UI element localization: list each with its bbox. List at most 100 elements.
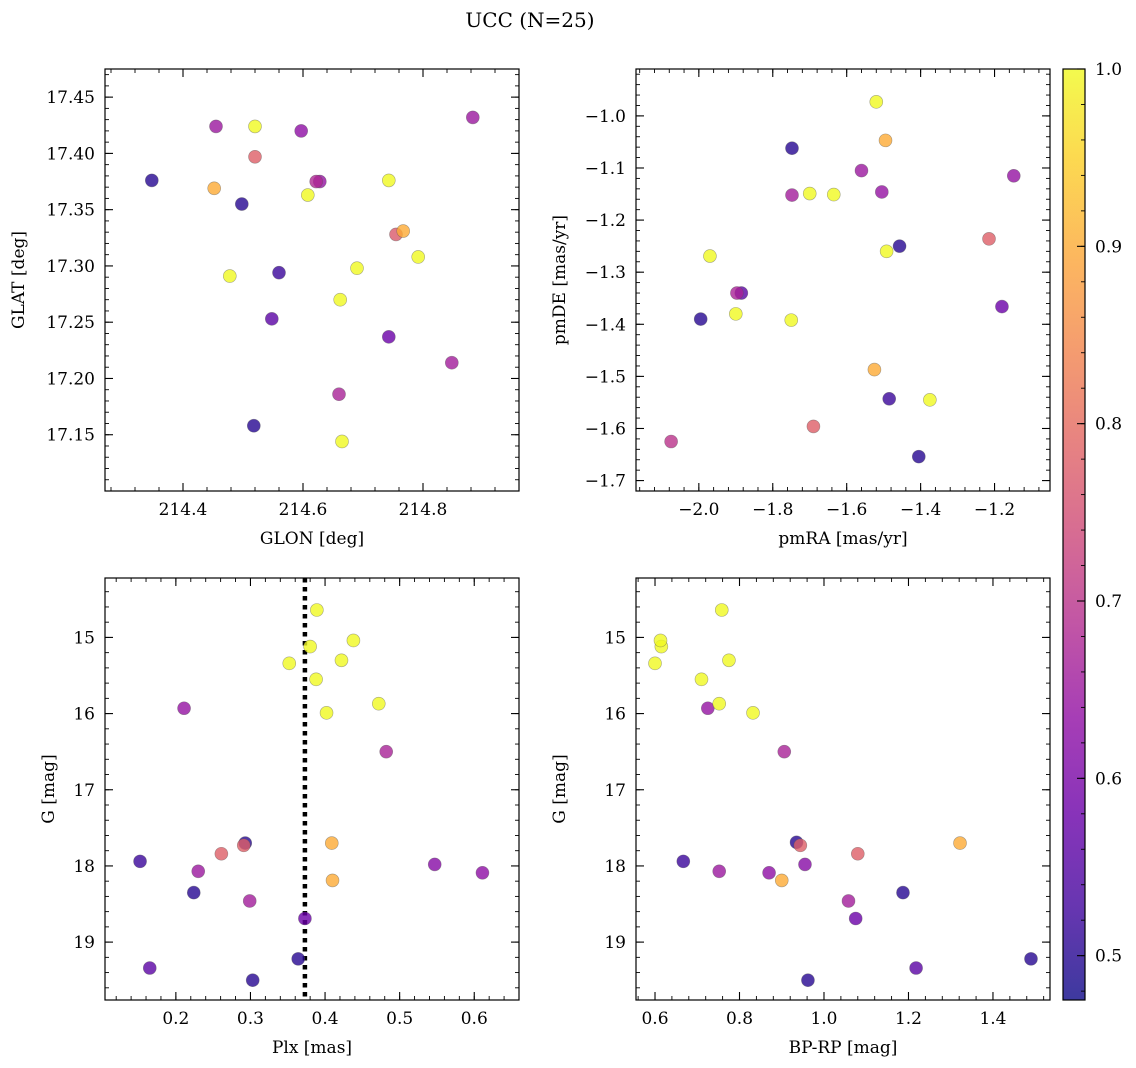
scatter-point (427, 857, 442, 872)
scatter-point (722, 653, 736, 668)
scatter-point (664, 434, 678, 449)
figure-title: UCC (N=25) (465, 8, 594, 32)
scatter-point (332, 387, 346, 402)
colorbar-gradient (1063, 69, 1085, 1000)
scatter-point (785, 188, 799, 202)
scatter-point (444, 355, 459, 370)
scatter-point (1006, 169, 1021, 183)
y-tick-label: −1.6 (585, 419, 626, 439)
x-tick-label: 1.4 (979, 1009, 1006, 1029)
panel-top-left: 214.4 214.6 214.8 17.15 17.20 17.25 17.30 17.35… (9, 68, 520, 549)
x-axis-label: BP-RP [mag] (789, 1038, 898, 1058)
y-axis-label: pmDE [mas/yr] (550, 215, 570, 345)
x-tick-label: 1.2 (895, 1009, 922, 1029)
scatter-point (411, 250, 426, 264)
y-tick-label: 17.40 (46, 144, 95, 164)
colorbar: 0.5 0.6 0.7 0.8 0.9 1.0 (1062, 60, 1122, 1001)
scatter-point (892, 239, 907, 253)
scatter-point (867, 362, 882, 377)
x-tick-label: −1.2 (974, 500, 1015, 520)
x-axis-label: pmRA [mas/yr] (778, 529, 907, 549)
scatter-point (325, 873, 340, 888)
scatter-point (209, 119, 223, 134)
plot-area (133, 578, 490, 1000)
y-tick-label: 17 (73, 781, 95, 801)
scatter-point (207, 181, 221, 196)
colorbar-tick-label: 0.6 (1095, 769, 1122, 789)
scatter-point (236, 838, 251, 853)
scatter-point (762, 865, 776, 880)
scatter-point (712, 696, 727, 711)
scatter-point (242, 894, 257, 908)
panel-top-right: −2.0 −1.8 −1.6 −1.4 −1.2 −1.7 −1.6 −1.5 −1.4 −1.3… (550, 68, 1051, 549)
scatter-point (784, 313, 799, 327)
colorbar-tick-label: 1.0 (1095, 60, 1122, 80)
y-tick-label: 15 (604, 628, 626, 648)
scatter-point (676, 854, 691, 869)
y-tick-label: 15 (73, 628, 95, 648)
scatter-point (746, 706, 760, 720)
y-tick-label: −1.7 (585, 472, 626, 492)
x-tick-label: 214.8 (399, 500, 448, 520)
y-tick-label: 17.30 (46, 257, 95, 277)
colorbar-tick-label: 0.9 (1095, 237, 1122, 257)
scatter-point (186, 885, 201, 900)
scatter-point (982, 232, 996, 246)
x-tick-label: 214.4 (159, 500, 208, 520)
x-tick-label: 0.4 (312, 1009, 339, 1029)
scatter-point (730, 286, 744, 300)
scatter-point (191, 864, 206, 879)
scatter-point (694, 672, 709, 687)
scatter-point (334, 653, 349, 668)
scatter-point (371, 696, 386, 711)
scatter-point (729, 307, 743, 321)
scatter-point (878, 133, 893, 148)
scatter-point (875, 185, 889, 199)
scatter-point (648, 656, 662, 671)
scatter-point (953, 836, 967, 850)
scatter-point (995, 299, 1009, 314)
scatter-point (379, 744, 394, 759)
scatter-point (841, 894, 856, 908)
y-tick-label: 17.15 (46, 426, 95, 446)
scatter-point (381, 330, 396, 344)
y-tick-label: −1.2 (585, 211, 626, 231)
y-tick-label: 16 (604, 705, 626, 725)
y-tick-label: 17.45 (46, 88, 95, 108)
scatter-point (848, 911, 863, 926)
scatter-point (882, 391, 897, 406)
x-tick-label: −2.0 (678, 500, 719, 520)
y-tick-label: 18 (73, 857, 95, 877)
y-tick-label: 17.20 (46, 369, 95, 389)
scatter-point (309, 174, 324, 189)
scatter-point (291, 952, 306, 966)
scatter-point (850, 846, 865, 861)
scatter-point (785, 141, 799, 155)
scatter-point (879, 244, 894, 259)
scatter-point (1024, 952, 1038, 966)
x-tick-label: 0.6 (461, 1009, 488, 1029)
x-axis-label: GLON [deg] (260, 529, 364, 549)
scatter-point (247, 418, 261, 433)
x-tick-label: 1.0 (810, 1009, 837, 1029)
x-tick-label: 214.6 (279, 500, 328, 520)
scatter-point (346, 633, 361, 648)
scatter-point (142, 961, 157, 975)
colorbar-tick-label: 0.8 (1095, 415, 1122, 435)
y-tick-label: −1.0 (585, 107, 626, 127)
scatter-point (333, 292, 348, 307)
scatter-point (475, 865, 490, 880)
y-axis-label: G [mag] (550, 754, 570, 823)
scatter-point (324, 836, 339, 850)
scatter-point (223, 269, 237, 283)
colorbar-tick-label: 0.5 (1095, 947, 1122, 967)
scatter-point (381, 173, 396, 188)
scatter-point (703, 249, 717, 263)
x-tick-label: 0.2 (162, 1009, 189, 1029)
axes-frame (104, 577, 520, 1001)
scatter-point (177, 701, 191, 716)
scatter-point (214, 846, 229, 861)
scatter-point (712, 864, 727, 879)
y-axis-label: GLAT [deg] (9, 231, 29, 329)
